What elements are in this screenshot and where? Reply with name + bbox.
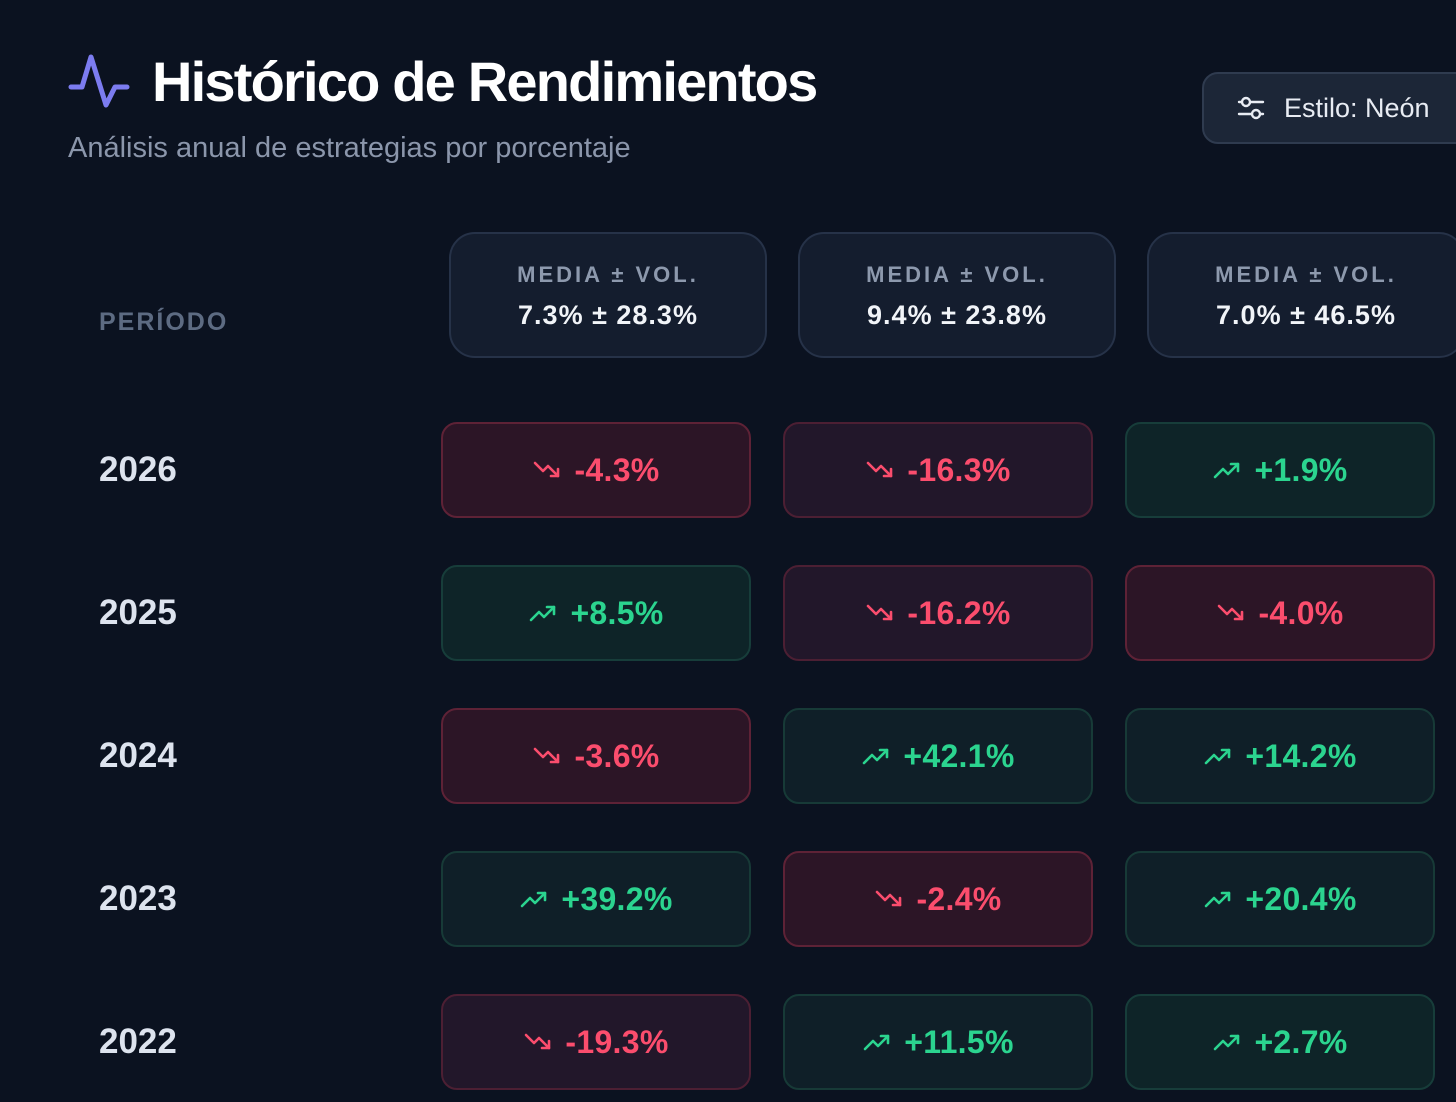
- stat-value: 7.0% ± 46.5%: [1216, 300, 1396, 330]
- stat-label: MEDIA ± VOL.: [517, 262, 699, 287]
- return-value: +20.4%: [1245, 880, 1357, 917]
- return-cell[interactable]: -3.6%: [441, 708, 751, 804]
- return-value: -4.0%: [1258, 594, 1344, 631]
- stat-value: 9.4% ± 23.8%: [867, 300, 1047, 330]
- trend-up-icon: [861, 741, 891, 771]
- row-year-label: 2025: [99, 593, 177, 632]
- return-value: -16.3%: [907, 451, 1011, 488]
- column-stat-card-3: MEDIA ± VOL. 7.0% ± 46.5%: [1147, 232, 1456, 358]
- sliders-icon: [1237, 96, 1265, 120]
- trend-down-icon: [865, 598, 895, 628]
- return-cell[interactable]: -4.0%: [1125, 565, 1435, 661]
- return-cell[interactable]: +14.2%: [1125, 708, 1435, 804]
- row-year-label: 2026: [99, 450, 177, 489]
- period-column-header: PERÍODO: [99, 308, 229, 336]
- style-toggle-button[interactable]: Estilo: Neón: [1202, 72, 1456, 144]
- return-value: -16.2%: [907, 594, 1011, 631]
- return-value: -4.3%: [574, 451, 660, 488]
- activity-icon: [68, 54, 130, 108]
- return-cell[interactable]: +20.4%: [1125, 851, 1435, 947]
- trend-up-icon: [1212, 1027, 1242, 1057]
- trend-up-icon: [1212, 455, 1242, 485]
- return-value: -2.4%: [916, 880, 1002, 917]
- return-cell[interactable]: -4.3%: [441, 422, 751, 518]
- page-title: Histórico de Rendimientos: [152, 50, 818, 113]
- row-year-label: 2022: [99, 1022, 177, 1061]
- return-value: +1.9%: [1254, 451, 1348, 488]
- return-cell[interactable]: -16.3%: [783, 422, 1093, 518]
- return-cell[interactable]: +39.2%: [441, 851, 751, 947]
- trend-down-icon: [532, 741, 562, 771]
- return-value: +14.2%: [1245, 737, 1357, 774]
- return-value: +11.5%: [904, 1023, 1014, 1060]
- return-value: +39.2%: [561, 880, 673, 917]
- return-cell[interactable]: +2.7%: [1125, 994, 1435, 1090]
- return-value: +2.7%: [1254, 1023, 1348, 1060]
- return-value: -3.6%: [574, 737, 660, 774]
- trend-up-icon: [862, 1027, 892, 1057]
- return-value: +42.1%: [903, 737, 1015, 774]
- return-value: -19.3%: [565, 1023, 669, 1060]
- trend-up-icon: [528, 598, 558, 628]
- page-subtitle: Análisis anual de estrategias por porcen…: [68, 132, 631, 164]
- return-cell[interactable]: -16.2%: [783, 565, 1093, 661]
- stat-value: 7.3% ± 28.3%: [518, 300, 698, 330]
- stat-label: MEDIA ± VOL.: [1215, 262, 1397, 287]
- return-cell[interactable]: +1.9%: [1125, 422, 1435, 518]
- row-year-label: 2023: [99, 879, 177, 918]
- return-cell[interactable]: +11.5%: [783, 994, 1093, 1090]
- column-stat-card-1: MEDIA ± VOL. 7.3% ± 28.3%: [449, 232, 767, 358]
- return-value: +8.5%: [570, 594, 664, 631]
- trend-up-icon: [519, 884, 549, 914]
- column-stat-card-2: MEDIA ± VOL. 9.4% ± 23.8%: [798, 232, 1116, 358]
- row-year-label: 2024: [99, 736, 177, 775]
- style-button-label: Estilo: Neón: [1284, 92, 1430, 123]
- trend-down-icon: [523, 1027, 553, 1057]
- trend-down-icon: [874, 884, 904, 914]
- return-cell[interactable]: +8.5%: [441, 565, 751, 661]
- trend-up-icon: [1203, 884, 1233, 914]
- trend-down-icon: [532, 455, 562, 485]
- return-cell[interactable]: +42.1%: [783, 708, 1093, 804]
- return-cell[interactable]: -2.4%: [783, 851, 1093, 947]
- return-cell[interactable]: -19.3%: [441, 994, 751, 1090]
- trend-down-icon: [1216, 598, 1246, 628]
- stat-label: MEDIA ± VOL.: [866, 262, 1048, 287]
- trend-up-icon: [1203, 741, 1233, 771]
- trend-down-icon: [865, 455, 895, 485]
